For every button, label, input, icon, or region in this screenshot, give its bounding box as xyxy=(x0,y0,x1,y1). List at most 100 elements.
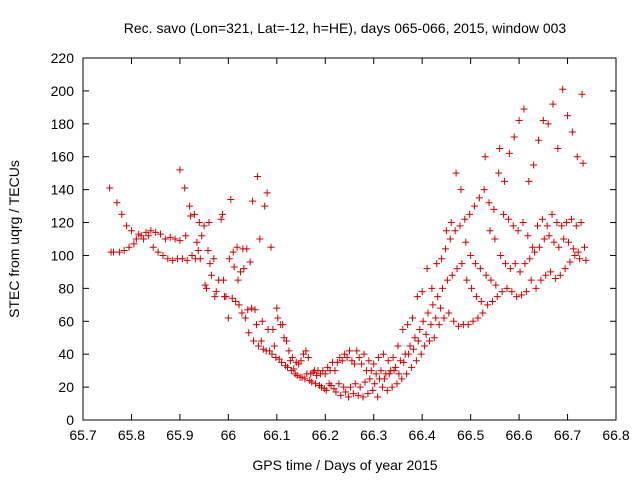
data-point xyxy=(253,172,261,180)
data-point xyxy=(355,353,363,361)
data-point xyxy=(503,284,511,292)
data-point xyxy=(249,197,257,205)
data-point xyxy=(429,301,437,309)
data-point xyxy=(123,222,131,230)
data-point xyxy=(576,255,584,263)
data-point xyxy=(291,370,299,378)
data-point xyxy=(282,362,290,370)
data-point xyxy=(451,227,459,235)
data-point xyxy=(516,268,524,276)
data-point xyxy=(219,210,227,218)
data-point xyxy=(268,350,276,358)
data-point xyxy=(574,248,582,256)
data-point xyxy=(485,199,493,207)
data-point xyxy=(390,367,398,375)
data-point xyxy=(520,105,528,113)
data-point xyxy=(427,321,435,329)
data-point xyxy=(404,321,412,329)
x-axis-label: GPS time / Days of year 2015 xyxy=(252,457,437,473)
data-point xyxy=(232,298,240,306)
data-point xyxy=(350,360,358,368)
data-point xyxy=(463,276,471,284)
data-point xyxy=(374,393,382,401)
data-point xyxy=(524,232,532,240)
data-point xyxy=(560,235,568,243)
data-point xyxy=(535,243,543,251)
data-point xyxy=(217,215,225,223)
data-point xyxy=(564,112,572,120)
data-point xyxy=(550,238,558,246)
x-tick-label: 66.2 xyxy=(312,427,339,443)
data-point xyxy=(346,383,354,391)
data-point xyxy=(462,238,470,246)
data-point xyxy=(254,342,262,350)
x-tick-label: 66.4 xyxy=(409,427,436,443)
data-point xyxy=(312,380,320,388)
data-point xyxy=(200,222,208,230)
y-tick-label: 40 xyxy=(58,346,74,362)
data-point xyxy=(120,247,128,255)
y-tick-label: 200 xyxy=(51,83,75,99)
data-point xyxy=(418,288,426,296)
data-point xyxy=(496,145,504,152)
data-point xyxy=(211,293,219,301)
data-point xyxy=(422,330,430,338)
data-point xyxy=(491,235,499,243)
data-point xyxy=(269,326,277,333)
data-point xyxy=(490,205,498,213)
data-point xyxy=(531,248,539,256)
data-point xyxy=(361,378,369,386)
data-point xyxy=(106,184,114,192)
data-point xyxy=(375,353,383,361)
data-point xyxy=(488,298,496,306)
data-point xyxy=(425,337,433,345)
data-point xyxy=(115,248,123,256)
data-point xyxy=(419,317,427,325)
data-point xyxy=(479,309,487,317)
data-point xyxy=(224,314,232,322)
data-point xyxy=(568,128,576,136)
data-point xyxy=(514,227,522,235)
data-point xyxy=(159,251,167,259)
data-point xyxy=(183,256,191,264)
data-point xyxy=(332,388,340,396)
data-point xyxy=(409,345,417,353)
data-point xyxy=(274,314,282,322)
data-point xyxy=(411,334,419,342)
data-point xyxy=(487,276,495,284)
data-point xyxy=(542,271,550,279)
x-tick-label: 66.7 xyxy=(554,427,581,443)
data-point xyxy=(497,251,505,259)
data-point xyxy=(521,260,529,268)
data-point xyxy=(423,265,431,273)
data-point xyxy=(359,393,367,401)
data-point xyxy=(364,390,372,398)
data-point xyxy=(261,202,269,210)
data-point xyxy=(461,215,469,223)
data-point xyxy=(171,235,179,243)
data-point xyxy=(453,265,461,273)
data-point xyxy=(188,251,196,259)
data-point xyxy=(196,255,204,263)
data-point xyxy=(559,85,567,93)
data-point xyxy=(447,219,455,227)
data-point xyxy=(366,375,374,383)
data-point xyxy=(353,347,361,355)
data-point xyxy=(161,235,169,243)
data-point xyxy=(522,288,530,296)
data-point xyxy=(482,271,490,279)
data-point xyxy=(236,268,244,276)
x-tick-label: 66.3 xyxy=(360,427,387,443)
data-point xyxy=(304,353,312,361)
data-point xyxy=(551,274,559,282)
data-point xyxy=(538,215,546,223)
y-tick-label: 220 xyxy=(51,50,75,66)
data-point xyxy=(181,184,189,192)
data-point xyxy=(286,357,294,365)
data-point xyxy=(250,337,258,345)
data-point xyxy=(452,169,460,177)
data-point xyxy=(456,222,464,230)
data-point xyxy=(500,210,508,218)
data-point xyxy=(204,247,212,255)
